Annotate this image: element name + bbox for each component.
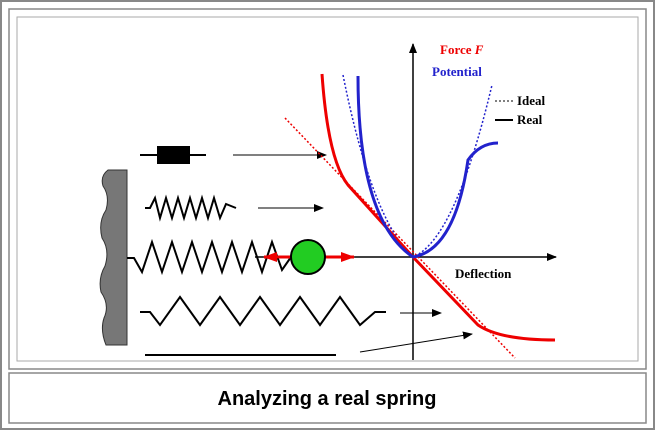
potential-label: Potential [432,64,482,79]
screenshot: Force F Potential Ideal Real Deflection … [0,0,655,430]
deflection-label: Deflection [455,266,512,281]
legend-real: Real [517,112,543,127]
force-symbol: F [474,42,484,57]
damper-body [157,146,190,164]
mass [291,240,325,274]
caption: Analyzing a real spring [218,388,437,410]
force-label: Force F [440,42,484,57]
legend-ideal: Ideal [517,93,546,108]
force-word: Force [440,42,472,57]
page: Force F Potential Ideal Real Deflection … [0,0,655,430]
